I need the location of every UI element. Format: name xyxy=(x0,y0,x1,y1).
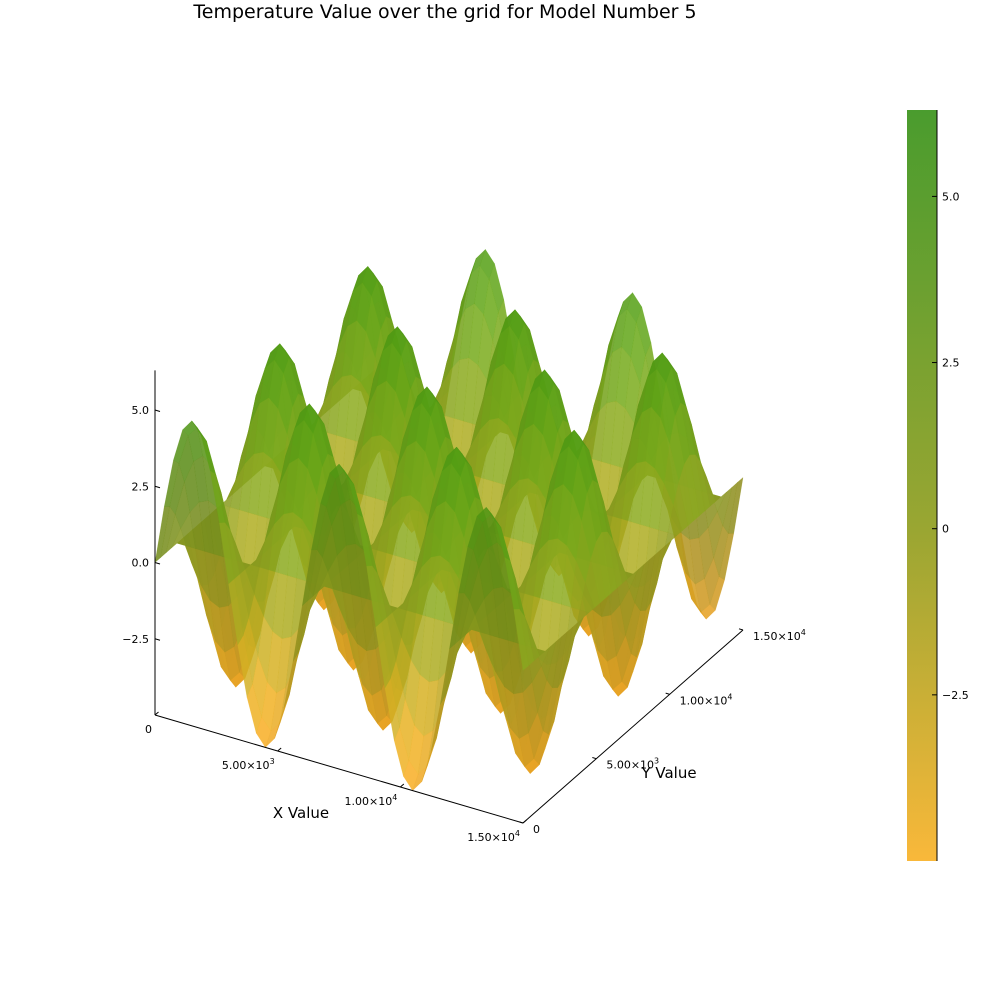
x-axis-line xyxy=(154,714,524,824)
z-tick-label: −2.5 xyxy=(122,633,149,646)
surface-cell xyxy=(513,608,529,671)
x-tick-mark xyxy=(154,711,159,716)
y-tick-mark xyxy=(518,821,524,824)
y-axis-label: Y Value xyxy=(640,764,696,782)
z-tick-label: 2.5 xyxy=(132,480,150,493)
z-tick-mark xyxy=(154,409,161,412)
y-tick-label: 5.00×103 xyxy=(606,757,659,772)
x-tick-label: 1.00×104 xyxy=(345,793,398,808)
colorbar-gradient xyxy=(907,110,937,861)
y-tick-label: 0 xyxy=(533,823,540,836)
surface-mesh xyxy=(154,248,744,792)
z-tick-label: 5.0 xyxy=(132,404,150,417)
colorbar-tick-label: −2.5 xyxy=(942,689,969,702)
x-axis-label: X Value xyxy=(273,804,329,822)
z-tick-mark xyxy=(154,638,161,641)
y-tick-label: 1.50×104 xyxy=(753,628,806,643)
chart-title: Temperature Value over the grid for Mode… xyxy=(192,1,696,23)
colorbar: 5.0 2.5 0 −2.5 xyxy=(907,110,969,861)
z-tick-mark xyxy=(154,485,161,489)
y-tick-mark xyxy=(738,628,744,631)
x-tick-label: 5.00×103 xyxy=(222,757,275,772)
colorbar-tick-label: 5.0 xyxy=(942,190,960,203)
x-tick-mark xyxy=(522,819,527,824)
x-tick-mark xyxy=(400,783,405,788)
axes: 5.0 2.5 0.0 −2.5 0 5.00×103 1.00×104 1.50×104 0 5… xyxy=(122,370,806,844)
y-tick-mark xyxy=(665,692,670,695)
z-tick-mark xyxy=(154,562,161,565)
y-tick-label: 1.00×104 xyxy=(680,692,733,707)
y-tick-mark xyxy=(592,756,597,760)
colorbar-tick-label: 0 xyxy=(942,523,949,536)
colorbar-tick-label: 2.5 xyxy=(942,357,960,370)
x-tick-label: 1.50×104 xyxy=(467,829,520,844)
y-axis-line xyxy=(522,629,744,824)
x-tick-mark xyxy=(277,747,282,752)
x-tick-label: 0 xyxy=(145,723,152,736)
z-tick-label: 0.0 xyxy=(132,557,150,570)
